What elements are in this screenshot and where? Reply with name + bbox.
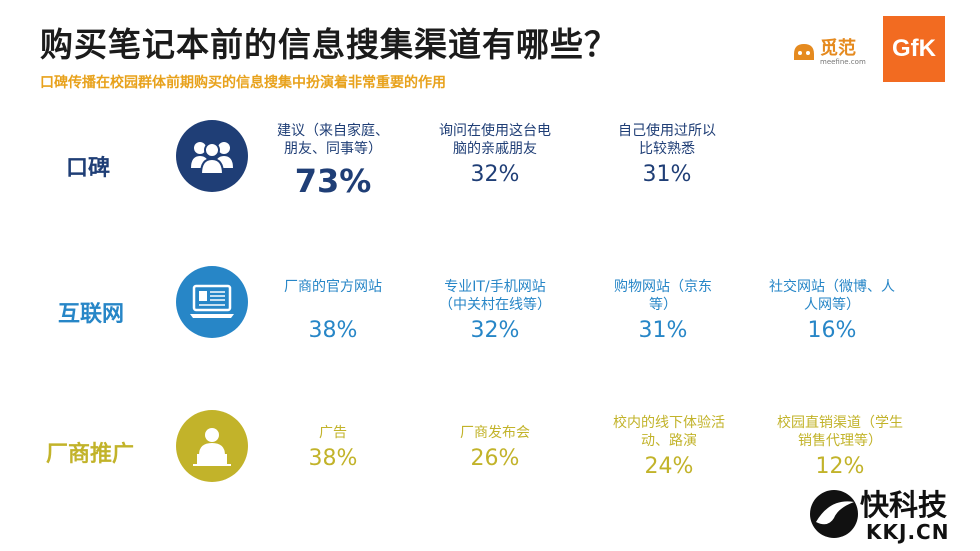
meefine-logo-text: 觅范 — [820, 38, 856, 59]
item-label: 校内的线下体验活 动、路演 — [613, 415, 725, 449]
computer-monitor-icon — [176, 266, 248, 338]
category-label-internet: 互联网 — [58, 302, 125, 327]
item-percent: 38% — [308, 318, 358, 343]
item-percent: 31% — [638, 318, 688, 343]
item-percent: 12% — [815, 454, 865, 479]
koubei-item-suggestion: 建议（来自家庭、 朋友、同事等） 73% — [258, 122, 408, 200]
page-subtitle: 口碑传播在校园群体前期购买的信息搜集中扮演着非常重要的作用 — [40, 75, 446, 91]
kkj-watermark: 快科技 KKJ.CN — [808, 482, 978, 550]
gfk-logo: GfK — [883, 16, 945, 82]
item-label: 厂商发布会 — [460, 425, 530, 441]
internet-item-official-site: 厂商的官方网站 38% — [258, 278, 408, 343]
item-percent: 24% — [644, 454, 694, 479]
promo-item-ads: 广告 38% — [258, 424, 408, 471]
meefine-logo: 觅范 meefine.com — [790, 30, 866, 74]
koubei-item-used-before: 自己使用过所以 比较熟悉 31% — [592, 122, 742, 187]
item-label: 厂商的官方网站 — [284, 279, 382, 295]
item-label: 购物网站（京东 等） — [614, 279, 712, 313]
internet-item-social-site: 社交网站（微博、人 人网等） 16% — [752, 278, 912, 343]
internet-item-it-site: 专业IT/手机网站 （中关村在线等） 32% — [420, 278, 570, 343]
meefine-logo-sub: meefine.com — [820, 58, 866, 66]
promo-item-launch-event: 厂商发布会 26% — [420, 424, 570, 471]
item-label: 专业IT/手机网站 （中关村在线等） — [439, 279, 551, 313]
item-label: 校园直销渠道（学生 销售代理等） — [777, 415, 903, 449]
category-label-koubei: 口碑 — [66, 156, 111, 181]
watermark-domain: KKJ.CN — [866, 520, 950, 544]
item-percent: 32% — [470, 162, 520, 187]
item-label: 自己使用过所以 比较熟悉 — [618, 123, 716, 157]
item-percent: 16% — [807, 318, 857, 343]
item-label: 询问在使用这台电 脑的亲戚朋友 — [439, 123, 551, 157]
item-percent: 31% — [642, 162, 692, 187]
koubei-item-ask-relatives: 询问在使用这台电 脑的亲戚朋友 32% — [420, 122, 570, 187]
item-label: 建议（来自家庭、 朋友、同事等） — [277, 123, 389, 157]
item-percent: 73% — [294, 162, 372, 200]
item-label: 广告 — [319, 425, 347, 441]
internet-item-shopping-site: 购物网站（京东 等） 31% — [588, 278, 738, 343]
item-percent: 26% — [470, 446, 520, 471]
item-label: 社交网站（微博、人 人网等） — [769, 279, 895, 313]
watermark-text: 快科技 — [860, 488, 948, 522]
kkj-logo-icon — [810, 490, 858, 538]
meefine-logo-icon — [794, 44, 814, 60]
presenter-icon — [176, 410, 248, 482]
category-label-promo: 厂商推广 — [46, 442, 135, 467]
promo-item-campus-direct: 校园直销渠道（学生 销售代理等） 12% — [760, 414, 920, 479]
people-group-icon — [176, 120, 248, 192]
promo-item-campus-roadshow: 校内的线下体验活 动、路演 24% — [594, 414, 744, 479]
item-percent: 38% — [308, 446, 358, 471]
item-percent: 32% — [470, 318, 520, 343]
page-title: 购买笔记本前的信息搜集渠道有哪些？ — [40, 25, 618, 64]
